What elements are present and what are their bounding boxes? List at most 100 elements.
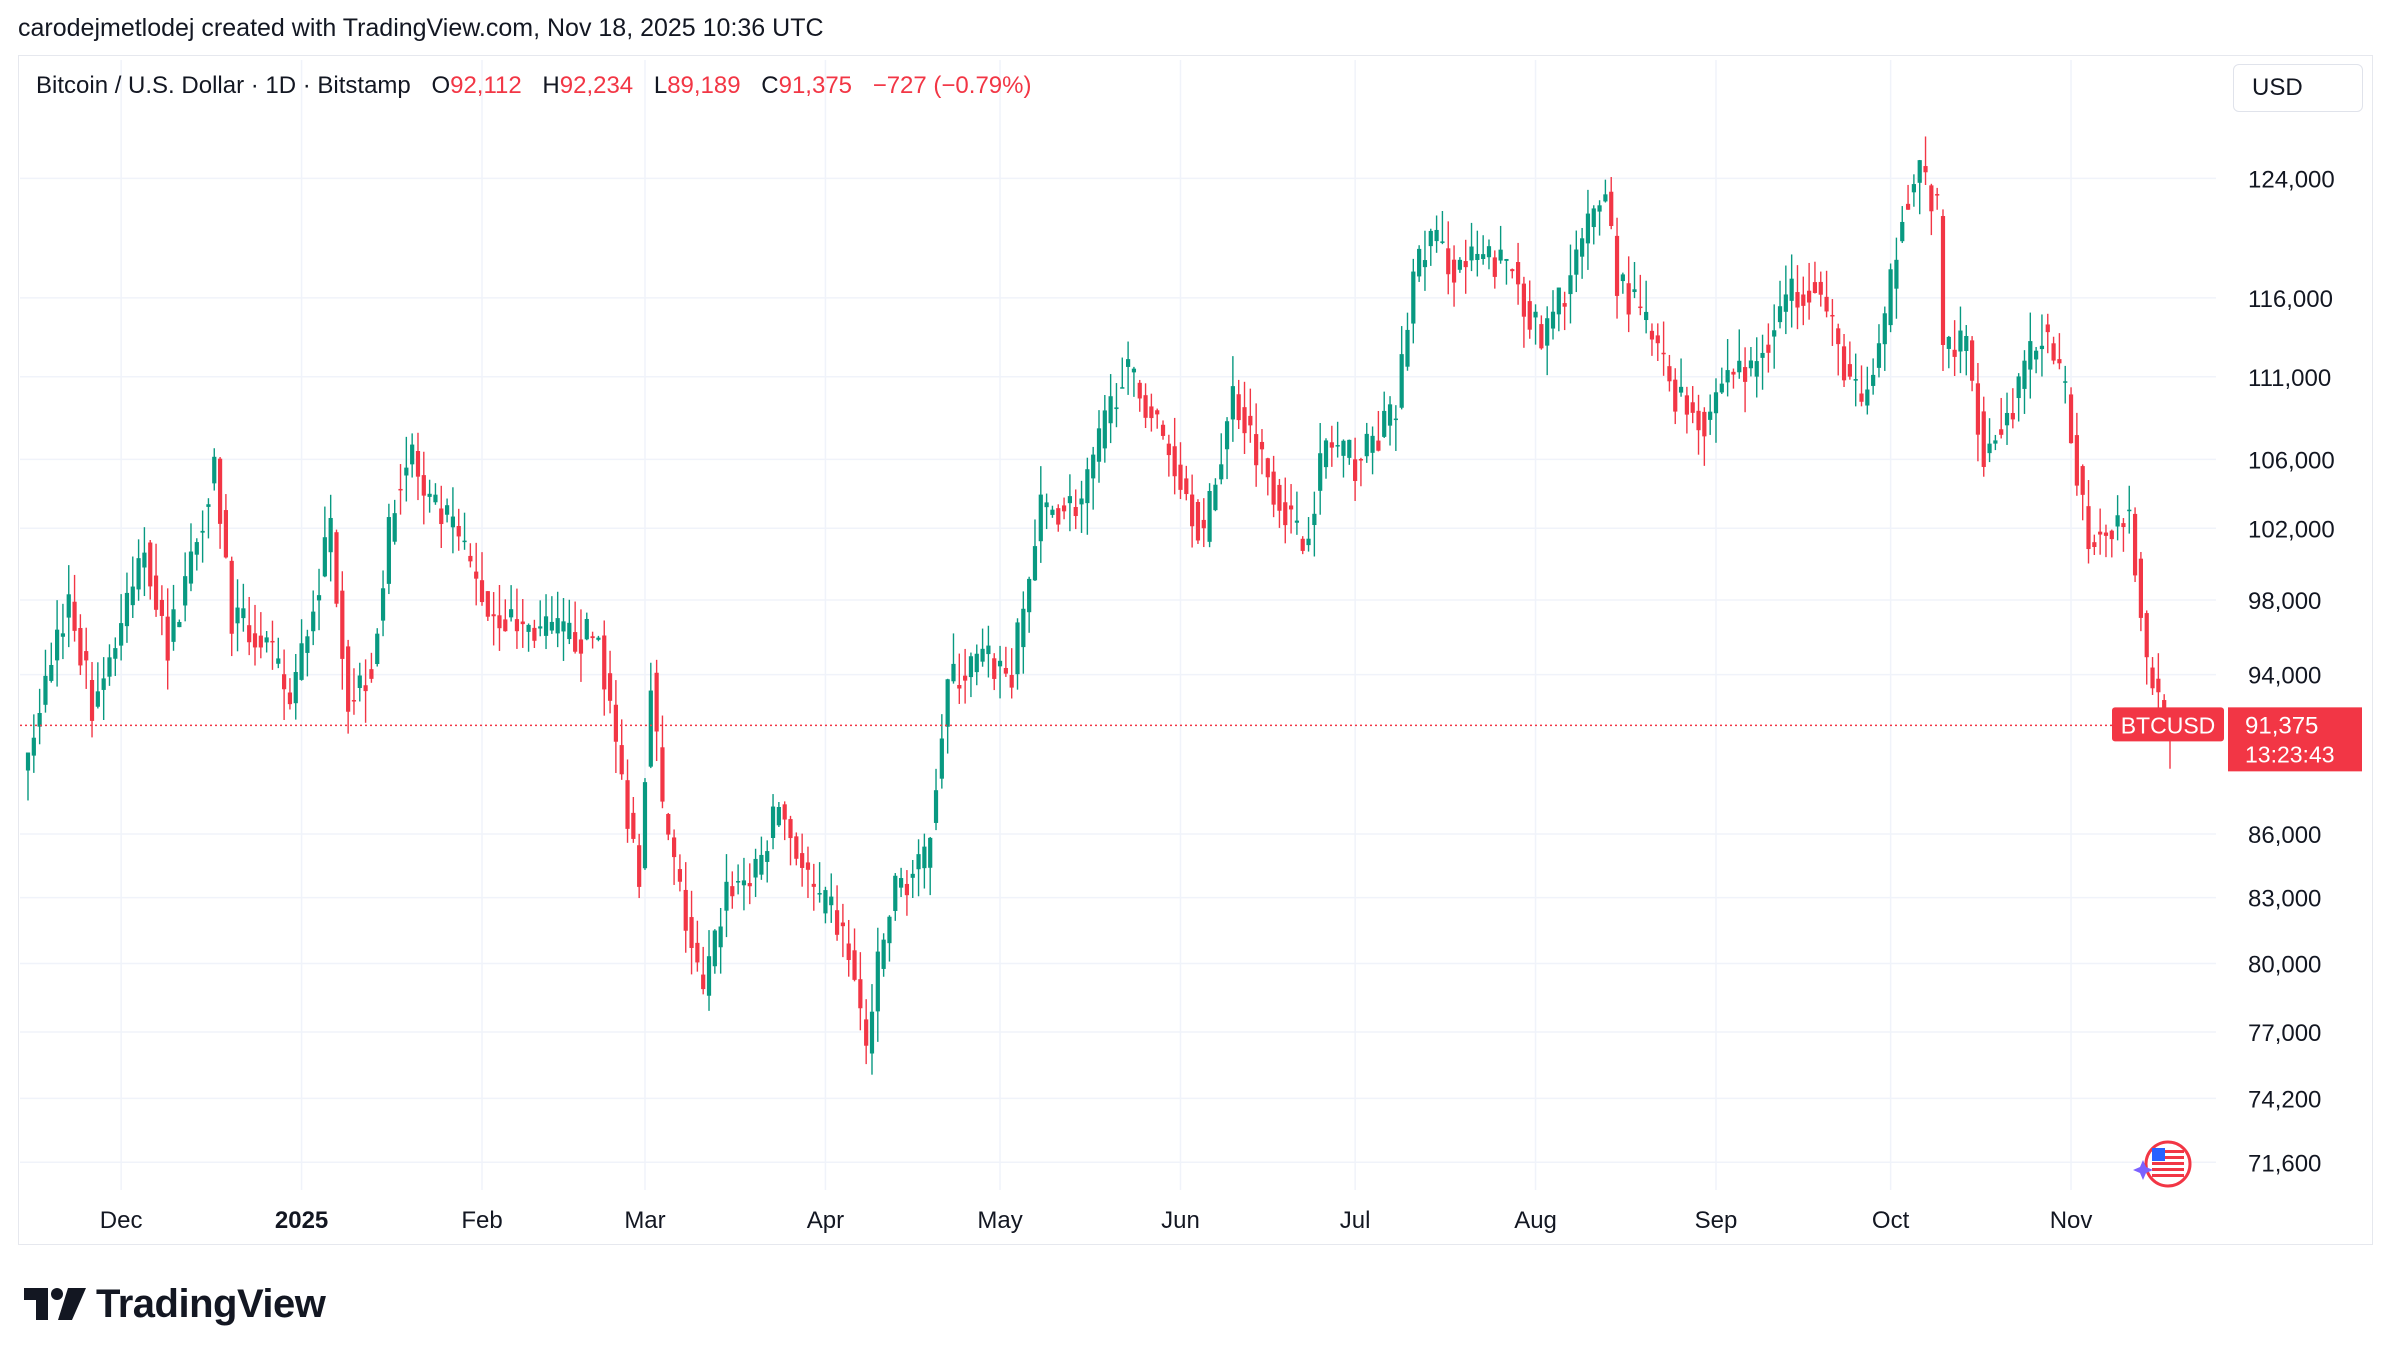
candle-body xyxy=(49,664,54,681)
candle-body xyxy=(1725,370,1730,383)
y-tick-label: 111,000 xyxy=(2248,365,2331,392)
candle-down xyxy=(479,552,485,606)
candle-body xyxy=(1469,246,1474,261)
candle-body xyxy=(1812,282,1818,293)
candle-body xyxy=(770,806,776,839)
candle-body xyxy=(613,704,618,742)
candle-body xyxy=(328,517,333,553)
candle-body xyxy=(701,974,706,990)
candle-up xyxy=(968,652,974,698)
candle-down xyxy=(1009,648,1014,699)
candle-body xyxy=(1172,446,1177,477)
candle-up xyxy=(706,930,712,1011)
candle-down xyxy=(805,846,811,898)
candle-down xyxy=(654,659,659,762)
candle-up xyxy=(1917,159,1922,215)
y-tick-label: 80,000 xyxy=(2248,952,2321,979)
candle-body xyxy=(2138,558,2143,618)
tradingview-logo[interactable]: TradingView xyxy=(24,1282,326,1326)
candle-up xyxy=(1760,334,1765,390)
candle-body xyxy=(823,890,828,914)
candle-body xyxy=(1335,445,1340,447)
candle-body xyxy=(491,614,496,617)
candle-body xyxy=(25,752,31,771)
candle-down xyxy=(1061,497,1067,520)
candle-down xyxy=(1259,429,1265,475)
candle-body xyxy=(1690,402,1695,413)
chart-frame xyxy=(18,55,2373,1245)
candle-up xyxy=(1719,367,1724,394)
candle-body xyxy=(1923,166,1928,173)
candle-body xyxy=(1853,379,1858,381)
candle-body xyxy=(1562,303,1567,307)
candle-down xyxy=(1515,242,1521,305)
candle-body xyxy=(485,591,490,617)
candle-up xyxy=(107,644,112,686)
us-flag-icon[interactable] xyxy=(2133,1140,2192,1188)
candle-body xyxy=(427,493,432,497)
candle-body xyxy=(869,1011,875,1054)
candle-body xyxy=(1224,421,1230,450)
candle-body xyxy=(1585,213,1591,244)
candle-body xyxy=(72,601,77,631)
candle-up xyxy=(1550,290,1556,340)
tradingview-logo-icon xyxy=(24,1288,86,1320)
candle-body xyxy=(1160,424,1166,436)
candle-up xyxy=(1678,358,1684,397)
candle-body xyxy=(1312,513,1317,526)
candle-down xyxy=(1283,477,1288,544)
candle-body xyxy=(439,508,444,525)
candle-up xyxy=(1417,245,1422,282)
candles xyxy=(25,136,2173,1075)
candle-body xyxy=(305,636,310,653)
candle-body xyxy=(1021,608,1026,648)
candle-up xyxy=(1789,254,1794,328)
candle-down xyxy=(613,680,618,774)
candle-up xyxy=(2034,346,2039,374)
candle-body xyxy=(2109,530,2114,540)
candle-up xyxy=(1504,258,1509,285)
open-value: 92,112 xyxy=(450,72,522,99)
candle-body xyxy=(415,450,421,477)
candle-down xyxy=(846,919,851,977)
candle-down xyxy=(78,614,83,675)
candle-up xyxy=(1574,230,1579,293)
candle-down xyxy=(415,432,421,501)
candle-up xyxy=(555,591,560,648)
candle-down xyxy=(1265,457,1270,496)
candle-up xyxy=(1312,491,1317,557)
candle-body xyxy=(2115,515,2120,527)
candle-body xyxy=(1847,364,1852,377)
candle-down xyxy=(695,920,700,972)
candle-body xyxy=(2098,531,2103,535)
candle-body xyxy=(1731,371,1736,375)
candle-body xyxy=(1067,496,1072,504)
candle-body xyxy=(398,488,403,491)
candle-body xyxy=(287,692,293,705)
y-tick-label: 102,000 xyxy=(2248,516,2335,543)
candle-up xyxy=(928,836,933,896)
currency-button[interactable]: USD xyxy=(2233,64,2363,112)
candle-up xyxy=(543,594,549,650)
candle-down xyxy=(491,592,496,646)
candle-up xyxy=(939,714,944,789)
candle-down xyxy=(2051,336,2056,365)
candle-body xyxy=(1358,459,1364,461)
candle-up xyxy=(1021,591,1026,674)
candle-body xyxy=(538,626,543,629)
candle-down xyxy=(1288,484,1294,534)
candle-up xyxy=(299,619,304,681)
candle-body xyxy=(159,599,164,616)
candle-up xyxy=(1341,439,1346,478)
candle-body xyxy=(1574,249,1579,275)
candle-body xyxy=(1015,622,1020,675)
low-label: L xyxy=(653,72,668,99)
candle-down xyxy=(2144,610,2149,685)
candle-down xyxy=(1905,184,1911,210)
candle-body xyxy=(1556,287,1561,315)
x-tick-label: Jun xyxy=(1161,1207,1200,1234)
candle-body xyxy=(660,747,665,802)
candle-body xyxy=(1626,283,1631,315)
candle-down xyxy=(2068,387,2074,444)
